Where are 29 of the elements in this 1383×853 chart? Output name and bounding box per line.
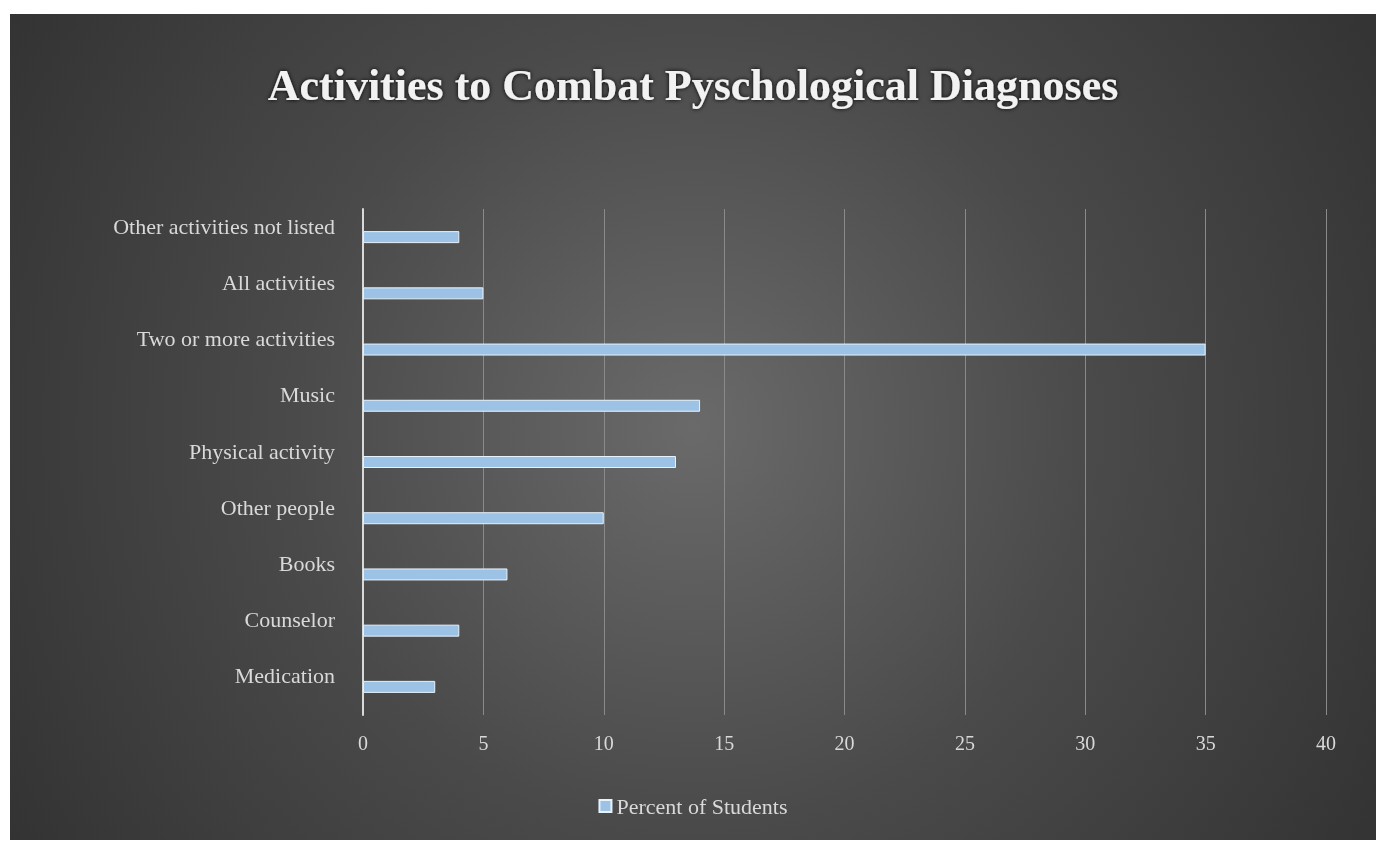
bar [363,343,1206,356]
y-tick-label: Medication [234,663,335,689]
y-tick-label: All activities [221,269,335,295]
chart-title: Activities to Combat Pyschological Diagnoses [267,60,1119,110]
y-tick-label: Two or more activities [136,326,335,352]
bar [363,231,460,244]
bar [363,399,701,412]
bar [363,624,460,637]
y-tick-label: Other people [220,494,335,520]
x-tick-label: 10 [593,732,614,754]
bar [363,287,484,300]
x-tick-label: 30 [1075,732,1096,754]
y-tick-label: Physical activity [188,438,335,464]
legend-label: Percent of Students [616,793,788,819]
x-tick-label: 0 [358,732,368,754]
x-tick-label: 40 [1316,732,1336,754]
y-tick-label: Music [280,382,336,408]
bar [363,512,604,525]
x-tick-label: 35 [1195,732,1216,754]
y-tick-label: Books [278,550,335,576]
bar [363,680,436,693]
y-tick-label: Counselor [244,607,336,633]
bar [363,568,508,581]
bar [363,456,676,468]
x-tick-label: 15 [714,732,735,754]
x-tick-label: 20 [834,732,855,754]
y-tick-label: Other activities not listed [113,213,335,239]
x-tick-label: 5 [478,732,489,754]
x-tick-label: 25 [954,732,975,754]
